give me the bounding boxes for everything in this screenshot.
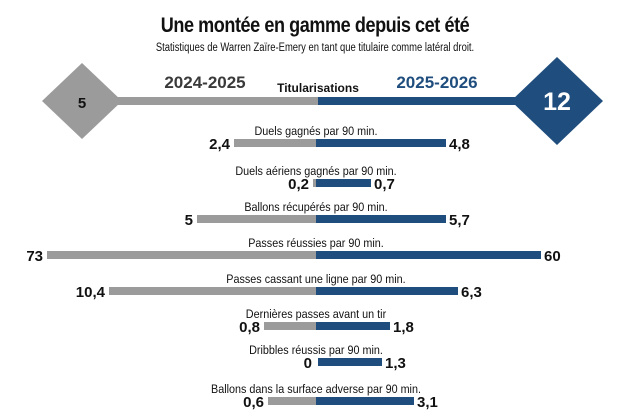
diamond-prev (42, 63, 122, 139)
value-label-curr: 0,7 (374, 176, 395, 193)
value-label-prev: 10,4 (76, 284, 106, 301)
category-label: Duels aériens gagnés par 90 min. (235, 166, 396, 179)
category-label: Passes réussies par 90 min. (248, 238, 384, 251)
value-label-curr: 1,3 (385, 355, 406, 372)
value-label-prev: 2,4 (209, 136, 231, 153)
bar-curr-season (316, 287, 458, 295)
bar-curr-season (316, 215, 446, 223)
category-label: Dernières passes avant un tir (246, 309, 387, 322)
category-label: Passes cassant une ligne par 90 min. (226, 274, 405, 287)
diamond-curr (511, 57, 603, 145)
bar-curr-season (316, 251, 541, 259)
value-label-curr: 4,8 (449, 136, 470, 153)
bar-prev-season (268, 397, 316, 405)
bar-prev-season (234, 139, 316, 147)
bar-prev-season (109, 287, 316, 295)
bar-curr-season (316, 139, 446, 147)
category-label: Ballons récupérés par 90 min. (244, 202, 387, 215)
header-bar-prev (95, 97, 318, 105)
chart-subtitle: Statistiques de Warren Zaïre-Emery en ta… (155, 42, 475, 54)
chart-title: Une montée en gamme depuis cet été (160, 14, 470, 37)
value-label-curr: 60 (544, 248, 561, 265)
bar-prev-season (313, 179, 316, 187)
category-label: Dribbles réussis par 90 min. (249, 345, 383, 358)
value-label-curr: 3,1 (417, 394, 438, 411)
value-label-curr: 5,7 (449, 212, 470, 229)
bar-curr-season (316, 322, 390, 330)
bar-prev-season (264, 322, 316, 330)
category-label: Duels gagnés par 90 min. (255, 126, 378, 139)
bar-curr-season (318, 358, 382, 366)
header-bar-curr (318, 97, 520, 105)
value-label-curr: 1,8 (393, 319, 414, 336)
value-label-prev: 0,6 (243, 394, 264, 411)
legend-season-curr: 2025-2026 (396, 73, 477, 92)
bar-curr-season (316, 179, 371, 187)
value-label-prev: 0 (304, 355, 312, 372)
bar-prev-season (197, 215, 316, 223)
value-label-curr: 6,3 (461, 284, 482, 301)
category-label: Ballons dans la surface adverse par 90 m… (211, 384, 421, 397)
bar-curr-season (316, 397, 414, 405)
value-label-prev: 5 (185, 212, 193, 229)
header-value-curr: 12 (543, 88, 571, 116)
bar-prev-season (47, 251, 316, 259)
value-label-prev: 0,2 (288, 176, 309, 193)
legend-season-prev: 2024-2025 (164, 73, 245, 92)
value-label-prev: 0,8 (239, 319, 260, 336)
value-label-prev: 73 (26, 248, 43, 265)
header-metric: 5 12 2024-2025 2025-2026 Titularisations (42, 57, 603, 145)
header-value-prev: 5 (78, 95, 86, 112)
header-metric-label: Titularisations (277, 81, 359, 95)
